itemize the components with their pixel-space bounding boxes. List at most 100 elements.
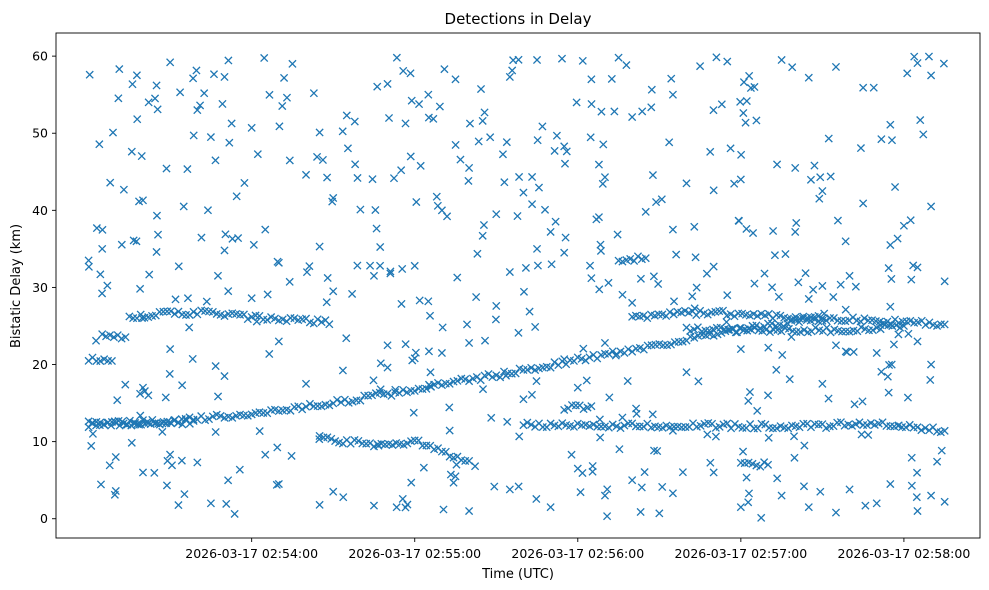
data-point-marker xyxy=(462,320,472,329)
data-point-marker xyxy=(690,222,699,231)
y-tick-label: 0 xyxy=(40,511,48,526)
data-point-marker xyxy=(726,144,735,153)
data-point-marker xyxy=(907,275,916,284)
data-point-marker xyxy=(95,140,104,149)
data-point-marker xyxy=(371,205,380,215)
data-point-marker xyxy=(816,487,825,496)
data-point-marker xyxy=(328,197,337,206)
data-point-marker xyxy=(272,480,281,489)
data-point-marker xyxy=(278,101,287,111)
data-point-marker xyxy=(551,217,560,226)
data-point-marker xyxy=(225,138,234,147)
data-point-marker xyxy=(92,224,101,233)
data-point-marker xyxy=(515,432,524,441)
data-point-marker xyxy=(861,501,870,510)
data-point-marker xyxy=(401,340,410,349)
data-point-marker xyxy=(424,380,434,389)
data-point-marker xyxy=(726,310,735,319)
data-point-marker xyxy=(872,348,881,358)
data-point-marker xyxy=(616,423,625,433)
data-point-marker xyxy=(709,262,718,271)
data-point-marker xyxy=(166,307,175,316)
data-point-marker xyxy=(800,441,809,450)
data-point-marker xyxy=(200,89,209,98)
data-point-marker xyxy=(127,147,136,156)
data-point-marker xyxy=(134,197,144,206)
data-point-marker xyxy=(88,429,97,438)
data-point-marker xyxy=(270,314,280,323)
data-point-marker xyxy=(703,310,712,319)
data-point-marker xyxy=(776,311,785,320)
data-point-marker xyxy=(649,272,658,281)
data-point-marker xyxy=(855,418,864,427)
data-point-marker xyxy=(451,472,460,481)
data-point-marker xyxy=(538,422,547,432)
data-point-marker xyxy=(927,202,936,211)
data-point-marker xyxy=(579,344,588,353)
data-point-marker xyxy=(105,461,114,470)
data-point-marker xyxy=(356,396,365,405)
data-point-marker xyxy=(422,384,431,393)
data-point-marker xyxy=(811,323,820,332)
data-point-marker xyxy=(889,340,898,349)
data-point-marker xyxy=(940,426,949,435)
data-point-marker xyxy=(648,410,657,419)
data-point-marker xyxy=(887,136,897,145)
data-point-marker xyxy=(636,274,645,283)
data-point-marker xyxy=(884,264,893,273)
data-point-marker xyxy=(105,331,115,340)
data-point-marker xyxy=(478,385,488,394)
data-point-marker xyxy=(171,295,180,304)
data-point-marker xyxy=(113,396,122,405)
data-point-marker xyxy=(734,309,743,318)
data-point-marker xyxy=(232,192,241,201)
data-point-marker xyxy=(585,261,595,270)
data-point-marker xyxy=(907,453,916,462)
data-point-marker xyxy=(665,308,674,317)
data-point-marker xyxy=(523,365,532,374)
data-point-marker xyxy=(654,279,663,289)
data-point-marker xyxy=(538,122,547,131)
data-point-marker xyxy=(613,230,622,239)
data-point-marker xyxy=(791,163,800,172)
data-point-marker xyxy=(884,360,894,370)
data-point-marker xyxy=(145,270,154,279)
data-point-marker xyxy=(221,230,230,239)
data-point-marker xyxy=(132,237,141,246)
data-point-marker xyxy=(597,422,606,431)
data-point-marker xyxy=(354,436,363,446)
data-point-marker xyxy=(528,172,537,182)
data-point-marker xyxy=(153,230,163,239)
data-point-marker xyxy=(136,284,145,293)
data-point-marker xyxy=(109,333,118,342)
data-point-marker xyxy=(176,88,185,97)
data-point-marker xyxy=(513,212,522,221)
y-tick-label: 50 xyxy=(32,126,48,141)
data-point-marker xyxy=(820,309,829,318)
data-point-marker xyxy=(386,269,395,278)
data-point-marker xyxy=(325,401,334,410)
data-point-marker xyxy=(899,321,908,331)
data-point-marker xyxy=(376,242,385,252)
data-point-marker xyxy=(445,379,454,388)
data-point-marker xyxy=(416,161,425,170)
data-point-marker xyxy=(274,479,283,489)
data-point-marker xyxy=(491,315,500,324)
data-point-marker xyxy=(189,416,198,425)
data-point-marker xyxy=(589,420,598,429)
data-point-marker xyxy=(769,226,778,236)
data-point-marker xyxy=(912,493,921,502)
data-point-marker xyxy=(150,468,159,477)
data-point-marker xyxy=(744,498,753,507)
data-point-marker xyxy=(202,297,211,306)
data-point-marker xyxy=(649,446,659,455)
data-point-marker xyxy=(926,375,935,384)
data-point-marker xyxy=(655,509,664,518)
data-point-marker xyxy=(192,66,201,75)
data-point-marker xyxy=(312,152,322,161)
data-point-marker xyxy=(315,242,324,251)
data-point-marker xyxy=(114,94,123,103)
data-point-marker xyxy=(111,452,120,462)
data-point-marker xyxy=(180,490,189,499)
data-point-marker xyxy=(557,54,567,63)
